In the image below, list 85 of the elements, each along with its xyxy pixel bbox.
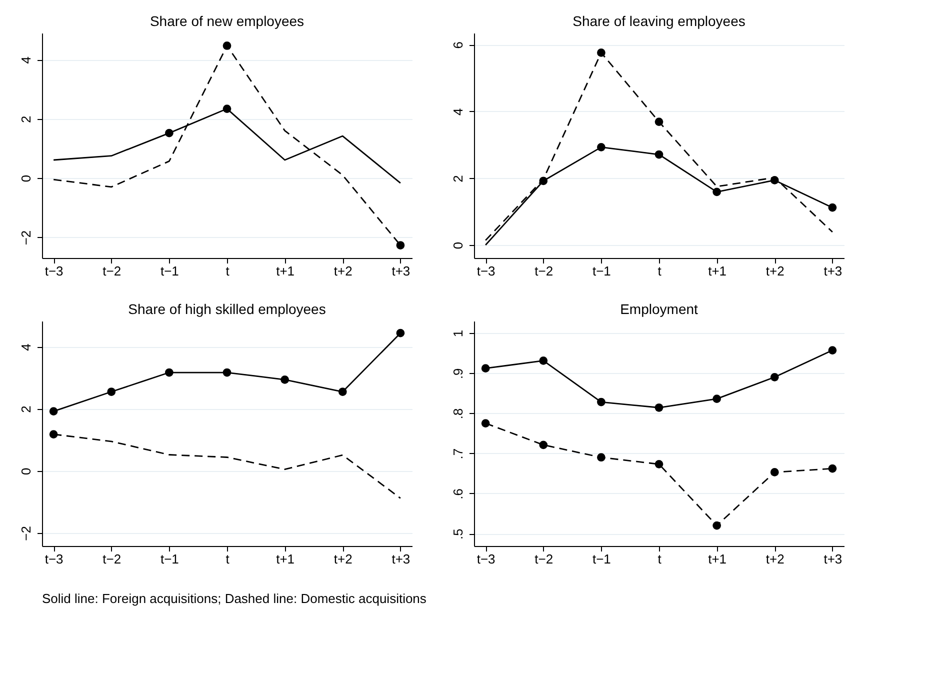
point: [597, 48, 606, 57]
y-tick-label: .7: [450, 448, 466, 460]
text: Solid line: Foreign acquisitions; Dashed line: Domestic acquisitions: [42, 591, 427, 606]
chart-title: Employment: [620, 301, 698, 317]
x-tick-label: t−1: [160, 264, 179, 278]
point: [396, 241, 405, 250]
x-tick-label: t−3: [476, 552, 496, 566]
y-tick-label: 2: [450, 175, 466, 182]
y-tick-label: .6: [450, 488, 466, 500]
y-tick-label: 4: [450, 108, 466, 116]
point: [654, 460, 664, 468]
x-tick-label: t: [658, 552, 662, 566]
x-tick-label: t−1: [160, 552, 179, 566]
point: [107, 388, 116, 396]
point: [597, 453, 606, 462]
chart-title: Share of high skilled employees: [128, 301, 326, 317]
x-tick-label: t−2: [102, 552, 122, 566]
x-tick-label: t+2: [334, 264, 352, 278]
point: [481, 364, 490, 372]
x-tick-label: t−1: [592, 552, 611, 566]
point: [654, 403, 664, 412]
x-tick-label: t: [226, 552, 230, 566]
point: [770, 176, 779, 184]
point: [49, 407, 58, 416]
y-tick-label: 6: [450, 42, 466, 49]
point: [222, 42, 232, 50]
x-tick-label: t+1: [276, 264, 295, 278]
y-tick-label: 2: [18, 406, 34, 413]
point: [828, 464, 837, 473]
point: [49, 430, 58, 438]
point: [280, 375, 289, 384]
chart-title: Share of new employees: [150, 13, 304, 29]
y-tick-label: 4: [18, 344, 34, 351]
point: [654, 118, 664, 126]
point: [828, 346, 837, 354]
y-tick-label: 0: [18, 174, 34, 182]
y-tick-label: .8: [450, 408, 466, 420]
chart-title: Share of leaving employees: [572, 13, 746, 29]
x-tick-label: t+2: [334, 552, 352, 566]
point: [712, 521, 721, 530]
x-tick-label: t+1: [708, 552, 727, 566]
x-tick-label: t+3: [392, 264, 410, 278]
x-tick-label: t−3: [476, 264, 496, 278]
y-tick-label: .5: [450, 528, 466, 540]
x-tick-label: t+3: [824, 264, 842, 278]
point: [597, 142, 606, 152]
x-tick-label: t: [226, 264, 230, 278]
point: [770, 372, 779, 382]
x-tick-label: t: [658, 264, 662, 278]
point: [338, 388, 347, 396]
x-tick-label: t−1: [592, 264, 611, 278]
x-tick-label: t+2: [766, 552, 784, 566]
x-tick-label: t−3: [44, 264, 64, 278]
point: [654, 150, 664, 159]
point: [165, 368, 174, 377]
y-tick-label: −2: [18, 230, 34, 246]
y-tick-label: 4: [18, 56, 34, 64]
point: [539, 176, 548, 186]
point: [539, 440, 548, 450]
y-tick-label: 0: [450, 242, 466, 250]
x-tick-label: t+1: [276, 552, 295, 566]
x-tick-label: t+3: [392, 552, 410, 566]
point: [396, 328, 405, 338]
x-tick-label: t−2: [534, 264, 554, 278]
point: [222, 104, 232, 113]
point: [165, 128, 174, 138]
point: [222, 368, 232, 377]
y-tick-label: 1: [450, 330, 466, 338]
point: [539, 356, 548, 365]
y-tick-label: −2: [18, 526, 34, 541]
x-tick-label: t+3: [824, 552, 842, 566]
x-tick-label: t−2: [534, 552, 554, 566]
point: [712, 188, 721, 196]
point: [828, 203, 837, 212]
x-tick-label: t−2: [102, 264, 122, 278]
y-tick-label: 0: [18, 468, 34, 476]
x-tick-label: t+1: [708, 264, 727, 278]
point: [481, 419, 490, 428]
y-tick-label: .9: [450, 368, 466, 380]
y-tick-label: 2: [18, 116, 34, 123]
point: [712, 394, 721, 403]
x-tick-label: t+2: [766, 264, 784, 278]
point: [770, 468, 779, 476]
x-tick-label: t−3: [44, 552, 64, 566]
point: [597, 398, 606, 406]
